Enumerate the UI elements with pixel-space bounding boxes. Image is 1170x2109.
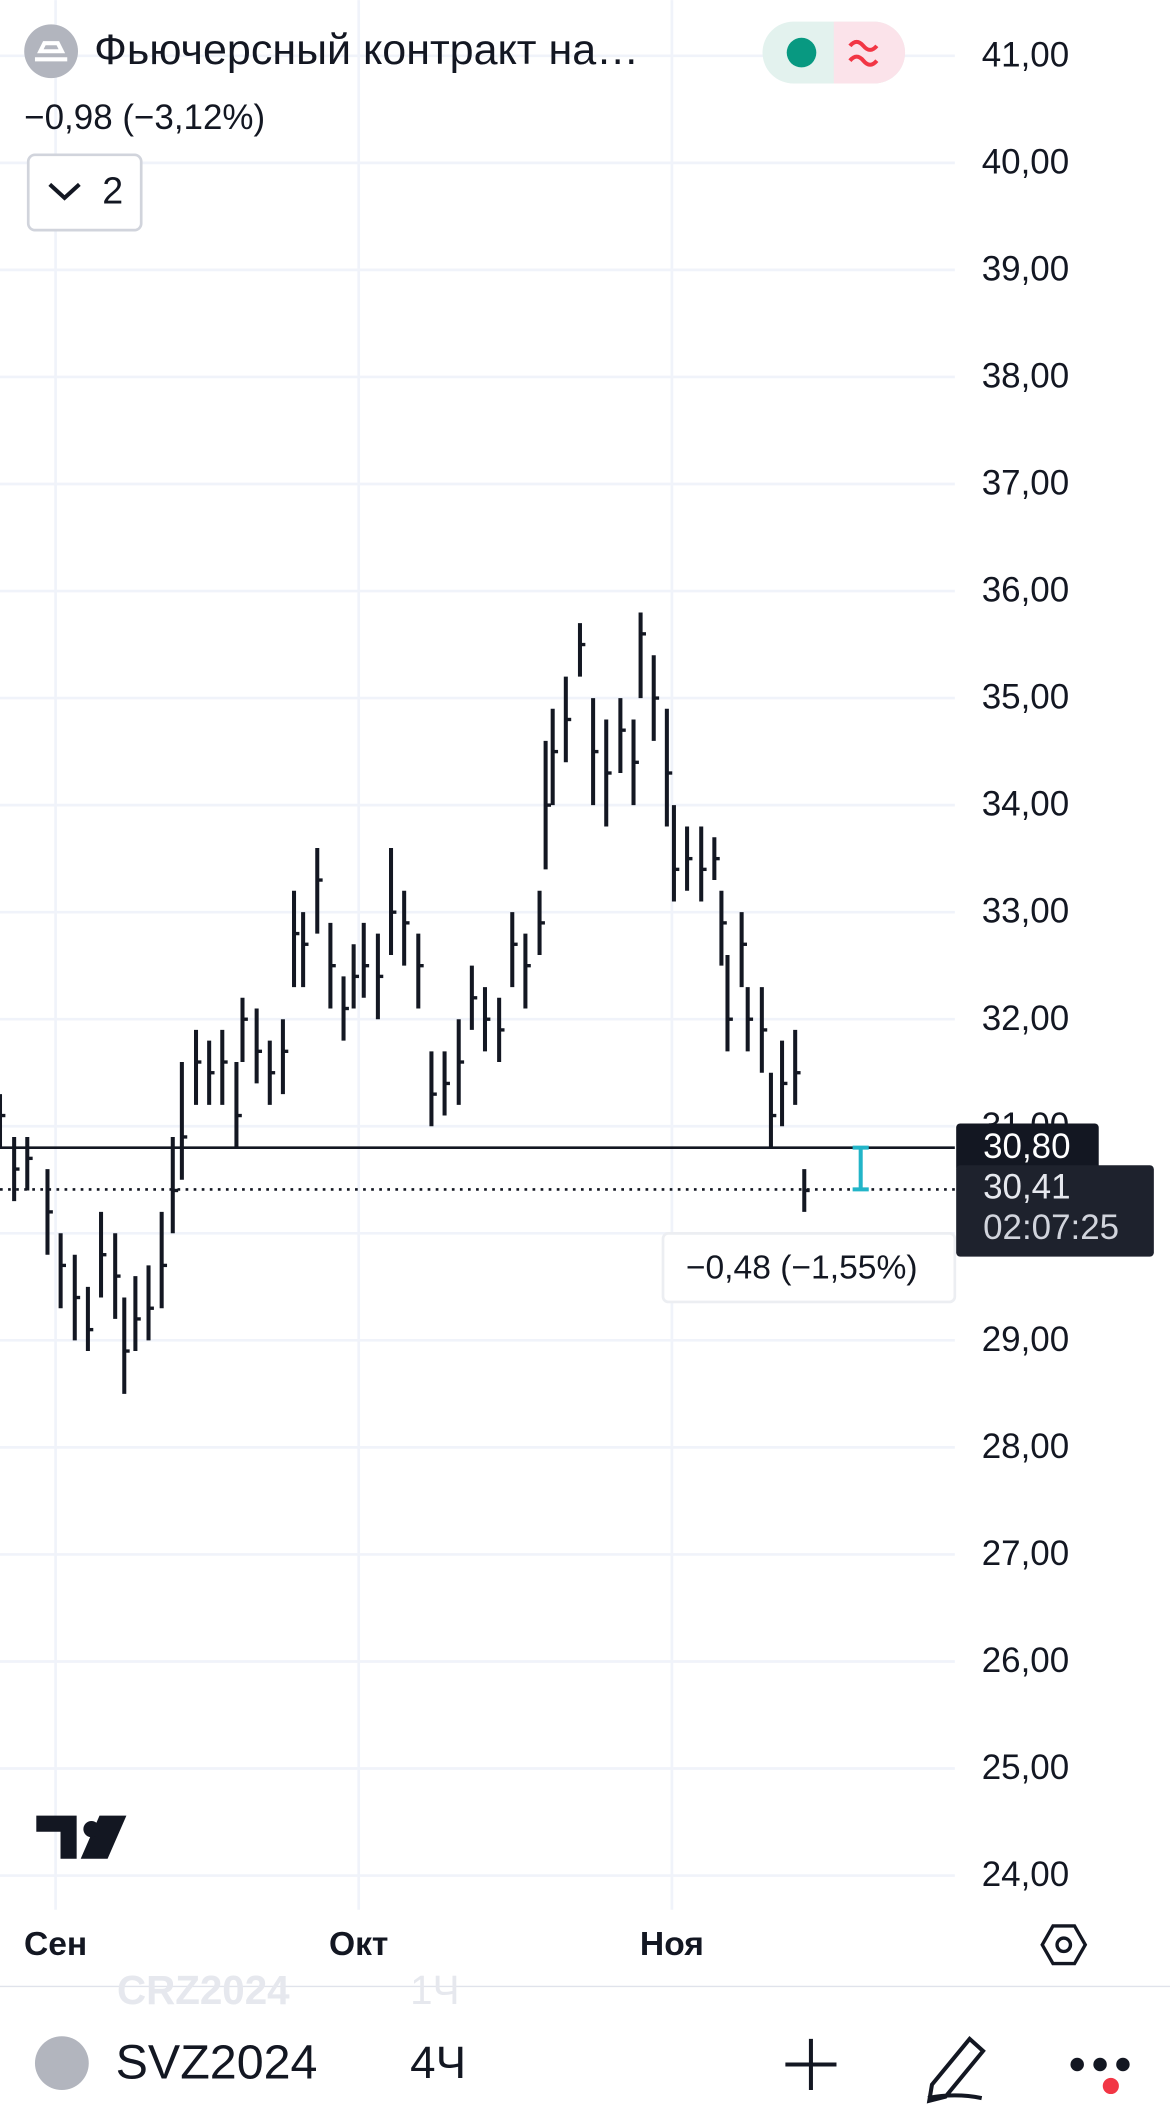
notification-dot	[1102, 2077, 1119, 2095]
indicators-toggle[interactable]	[26, 153, 143, 232]
y-tick-label: 41,00	[982, 35, 1069, 74]
y-tick-label: 36,00	[982, 571, 1069, 610]
overlay: −0,48 (−1,55%)	[0, 1145, 957, 1304]
settings-button[interactable]	[1040, 1924, 1088, 1966]
y-tick-label: 28,00	[982, 1427, 1069, 1466]
x-tick-label: Окт	[329, 1926, 388, 1963]
y-tick-label: 29,00	[982, 1320, 1069, 1359]
y-tick-label: 27,00	[982, 1534, 1069, 1573]
y-tick-label: 24,00	[982, 1855, 1069, 1894]
tv-logo	[36, 1815, 127, 1859]
y-tick-label: 32,00	[982, 999, 1069, 1038]
ghost-interval: 1Ч	[410, 1967, 459, 2013]
symbol-title[interactable]: Фьючерсный контракт на…	[94, 26, 639, 74]
y-tick-label: 40,00	[982, 142, 1069, 181]
y-tick-label: 35,00	[982, 678, 1069, 717]
y-tick-label: 26,00	[982, 1641, 1069, 1680]
dot	[1093, 2057, 1107, 2072]
y-tick-label: 39,00	[982, 249, 1069, 288]
gear-center	[1055, 1936, 1073, 1954]
logo-dot	[83, 1821, 100, 1838]
more-button[interactable]	[1070, 2057, 1130, 2095]
grid	[0, 0, 955, 1910]
price-line-label: 30,80	[983, 1127, 1070, 1166]
y-tick-label: 34,00	[982, 785, 1069, 824]
chevron	[48, 182, 81, 201]
add-button[interactable]	[785, 2038, 837, 2091]
last-price-label: 30,41	[983, 1168, 1070, 1207]
measure-bracket	[852, 1145, 869, 1192]
dot	[1116, 2057, 1130, 2072]
delay-icon	[848, 39, 879, 67]
pill-right	[833, 21, 906, 84]
y-tick-label: 25,00	[982, 1748, 1069, 1787]
bars	[0, 612, 810, 1394]
icon-glyph	[34, 41, 68, 62]
ghost-symbol: CRZ2024	[117, 1967, 290, 2013]
y-tick-label: 37,00	[982, 464, 1069, 503]
draw-button[interactable]	[926, 2036, 986, 2104]
measure-label: −0,48 (−1,55%)	[686, 1250, 918, 1287]
interval[interactable]: 4Ч	[410, 2037, 466, 2088]
footer-icon	[34, 2036, 89, 2091]
countdown: 02:07:25	[983, 1208, 1119, 1247]
x-tick-label: Сен	[24, 1926, 87, 1963]
indicators-count: 2	[102, 170, 123, 212]
symbol[interactable]: SVZ2024	[116, 2036, 318, 2090]
dot	[1070, 2057, 1084, 2072]
change: −0,98 (−3,12%)	[24, 98, 265, 137]
x-tick-label: Ноя	[640, 1926, 704, 1963]
last-price-bg	[956, 1165, 1154, 1257]
y-tick-label: 38,00	[982, 357, 1069, 396]
measure-tooltip	[661, 1232, 957, 1304]
price-line-label-bg	[956, 1123, 1099, 1172]
market-status	[786, 37, 817, 68]
y-tick-label: 33,00	[982, 892, 1069, 931]
